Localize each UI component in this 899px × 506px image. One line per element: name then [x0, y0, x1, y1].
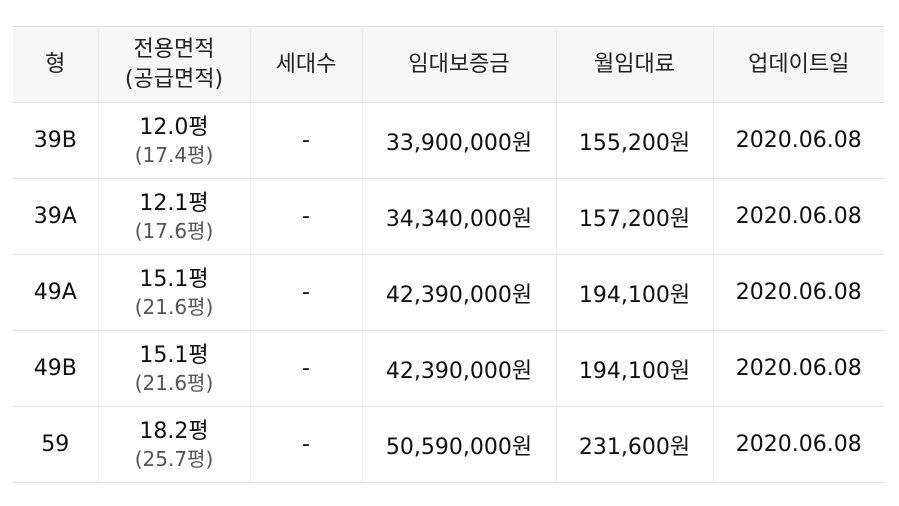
rental-info-table-container: 형 전용면적 (공급면적) 세대수 임대보증금 월임대료 업데이트일 39B 1…	[13, 26, 884, 483]
rental-info-table: 형 전용면적 (공급면적) 세대수 임대보증금 월임대료 업데이트일 39B 1…	[13, 26, 884, 483]
cell-monthly-rent: 231,600원	[555, 406, 713, 483]
cell-households: -	[249, 330, 362, 407]
header-monthly-rent: 월임대료	[555, 26, 713, 103]
cell-updated: 2020.06.08	[712, 254, 884, 331]
header-row: 형 전용면적 (공급면적) 세대수 임대보증금 월임대료 업데이트일	[13, 26, 884, 103]
cell-area: 15.1평 (21.6평)	[97, 254, 250, 331]
header-updated: 업데이트일	[712, 26, 884, 103]
cell-updated: 2020.06.08	[712, 406, 884, 483]
header-area: 전용면적 (공급면적)	[97, 26, 250, 103]
cell-area: 18.2평 (25.7평)	[97, 406, 250, 483]
cell-supply-area: (21.6평)	[134, 294, 214, 319]
cell-supply-area: (17.4평)	[134, 142, 214, 167]
cell-households: -	[249, 254, 362, 331]
cell-exclusive-area: 12.1평	[139, 190, 209, 216]
cell-households: -	[249, 102, 362, 179]
cell-type: 49A	[13, 254, 98, 331]
table-row: 39A 12.1평 (17.6평) - 34,340,000원 157,200원…	[13, 178, 884, 255]
table-row: 39B 12.0평 (17.4평) - 33,900,000원 155,200원…	[13, 102, 884, 179]
cell-exclusive-area: 15.1평	[139, 266, 209, 292]
cell-supply-area: (17.6평)	[134, 218, 214, 243]
cell-supply-area: (21.6평)	[134, 370, 214, 395]
cell-exclusive-area: 12.0평	[139, 114, 209, 140]
header-area-supply: (공급면적)	[124, 66, 224, 92]
table-row: 49B 15.1평 (21.6평) - 42,390,000원 194,100원…	[13, 330, 884, 407]
cell-area: 12.1평 (17.6평)	[97, 178, 250, 255]
header-deposit: 임대보증금	[361, 26, 556, 103]
cell-type: 39A	[13, 178, 98, 255]
cell-monthly-rent: 194,100원	[555, 330, 713, 407]
cell-deposit: 42,390,000원	[361, 254, 556, 331]
cell-exclusive-area: 18.2평	[139, 418, 209, 444]
cell-deposit: 50,590,000원	[361, 406, 556, 483]
cell-exclusive-area: 15.1평	[139, 342, 209, 368]
cell-monthly-rent: 194,100원	[555, 254, 713, 331]
cell-monthly-rent: 155,200원	[555, 102, 713, 179]
cell-type: 39B	[13, 102, 98, 179]
cell-type: 49B	[13, 330, 98, 407]
cell-updated: 2020.06.08	[712, 178, 884, 255]
cell-households: -	[249, 178, 362, 255]
table-header: 형 전용면적 (공급면적) 세대수 임대보증금 월임대료 업데이트일	[13, 26, 884, 103]
cell-area: 15.1평 (21.6평)	[97, 330, 250, 407]
cell-area: 12.0평 (17.4평)	[97, 102, 250, 179]
cell-type: 59	[13, 406, 98, 483]
cell-households: -	[249, 406, 362, 483]
table-row: 49A 15.1평 (21.6평) - 42,390,000원 194,100원…	[13, 254, 884, 331]
table-row: 59 18.2평 (25.7평) - 50,590,000원 231,600원 …	[13, 406, 884, 483]
table-body: 39B 12.0평 (17.4평) - 33,900,000원 155,200원…	[13, 102, 884, 483]
cell-deposit: 42,390,000원	[361, 330, 556, 407]
cell-deposit: 33,900,000원	[361, 102, 556, 179]
header-type: 형	[13, 26, 98, 103]
cell-updated: 2020.06.08	[712, 102, 884, 179]
header-area-exclusive: 전용면적	[133, 36, 215, 62]
cell-deposit: 34,340,000원	[361, 178, 556, 255]
header-households: 세대수	[249, 26, 362, 103]
cell-updated: 2020.06.08	[712, 330, 884, 407]
cell-supply-area: (25.7평)	[134, 446, 214, 471]
cell-monthly-rent: 157,200원	[555, 178, 713, 255]
